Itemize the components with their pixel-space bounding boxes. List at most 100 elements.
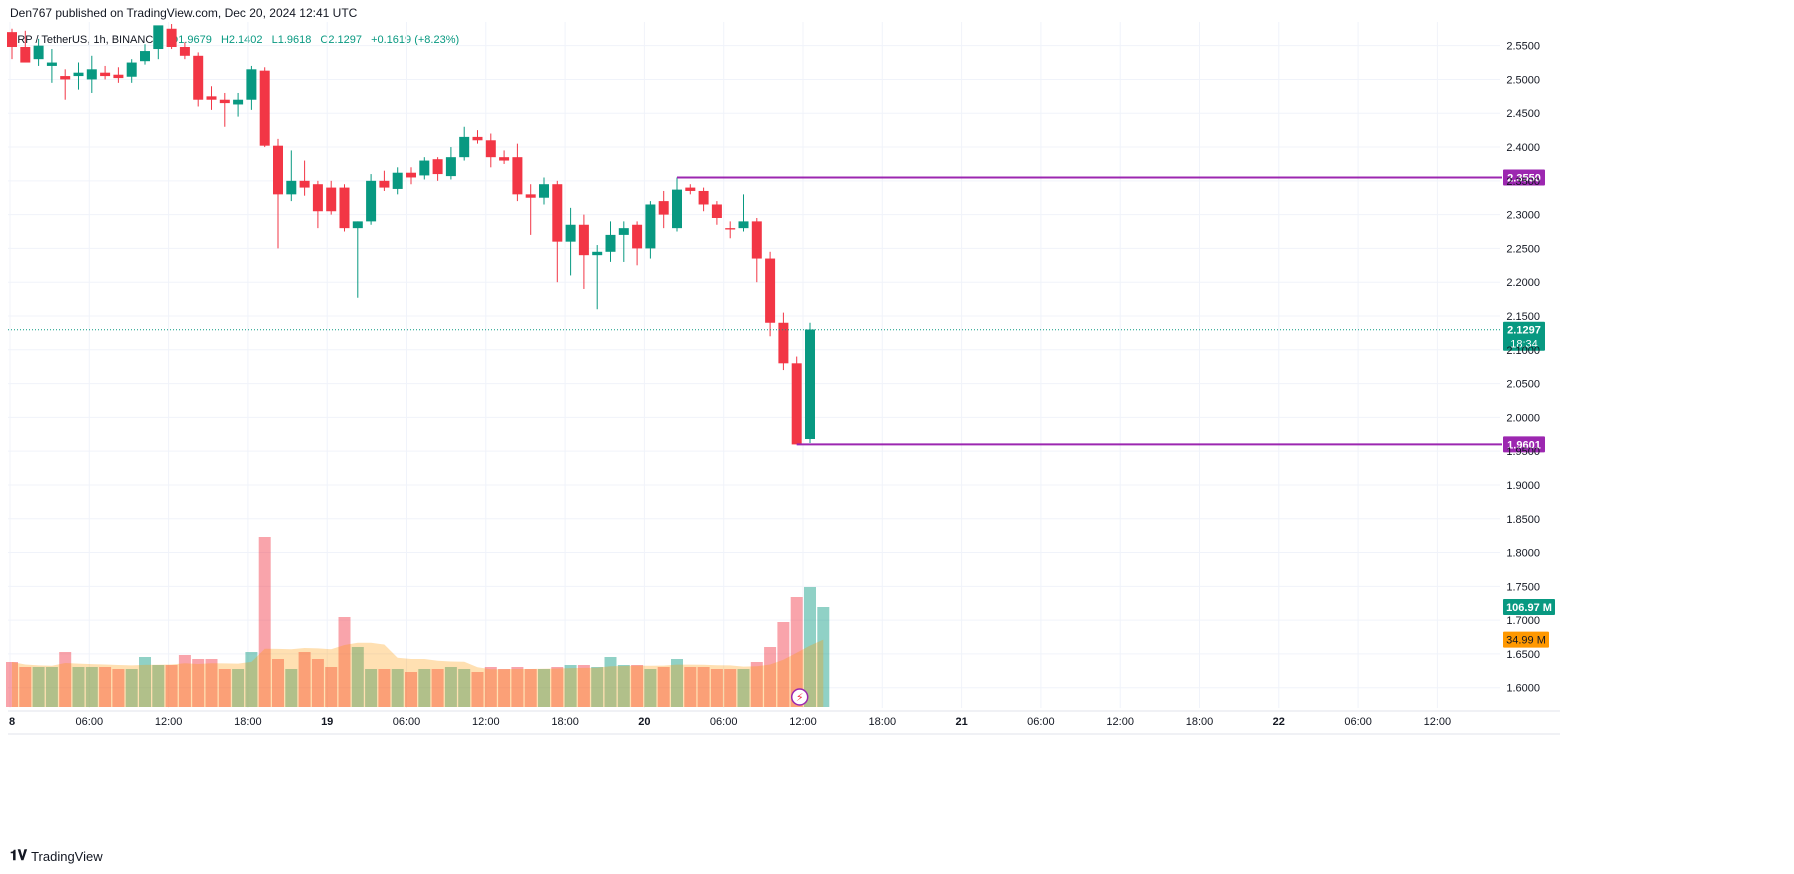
candle-body: [685, 187, 696, 191]
x-tick-label: 18:00: [234, 716, 262, 728]
candle-body: [206, 96, 217, 100]
candle-body: [565, 224, 576, 242]
volume-bar: [644, 669, 657, 707]
candle-body: [485, 140, 496, 158]
y-tick-label: 2.2500: [1506, 243, 1540, 255]
candle-body: [73, 72, 84, 77]
candle-body: [778, 322, 789, 364]
volume-bar: [112, 669, 125, 707]
volume-bar: [391, 669, 404, 707]
volume-bar: [764, 647, 777, 707]
volume-bar: [85, 667, 98, 707]
volume-bar: [178, 655, 191, 707]
volume-bar: [378, 669, 391, 707]
grid-lines: [8, 22, 1500, 708]
candle-body: [592, 251, 603, 256]
candle-body: [751, 221, 762, 259]
candle-body: [539, 184, 549, 198]
candle-body: [698, 190, 709, 205]
candle-body: [366, 180, 377, 222]
volume-bar: [205, 659, 218, 707]
candle-body: [20, 47, 31, 63]
last-price-label: 2.1297: [1507, 325, 1541, 337]
volume-bar: [577, 665, 590, 707]
y-tick-label: 1.7000: [1506, 615, 1540, 627]
candles: [7, 24, 815, 445]
volume-bar: [498, 669, 511, 707]
candle-body: [193, 55, 204, 100]
volume-bar: [45, 667, 58, 707]
symbol-name[interactable]: XRP / TetherUS, 1h, BINANCE: [10, 34, 161, 46]
footer-brand-label: TradingView: [31, 848, 103, 864]
volume-bar: [125, 669, 138, 707]
candle-body: [379, 180, 390, 188]
volume-bar: [538, 669, 550, 707]
x-tick-label: 21: [955, 716, 967, 728]
candle-body: [86, 69, 97, 80]
volume-bar: [564, 665, 577, 707]
volume-bar: [657, 667, 670, 707]
y-tick-label: 1.7500: [1506, 581, 1540, 593]
y-tick-label: 1.8500: [1506, 514, 1540, 526]
level-label: 2.3550: [1507, 172, 1541, 184]
candle-body: [339, 187, 350, 229]
volume-bar: [710, 669, 723, 707]
y-tick-label: 2.2000: [1506, 277, 1540, 289]
y-tick-label: 2.3000: [1506, 210, 1540, 222]
volume-bar: [325, 667, 338, 707]
candle-body: [645, 204, 656, 249]
x-tick-label: 18:00: [1186, 716, 1214, 728]
lightning-icon: [790, 688, 809, 706]
x-tick-label: 06:00: [710, 716, 738, 728]
symbol-legend: XRP / TetherUS, 1h, BINANCE O1.9679 H2.1…: [10, 34, 465, 46]
candle-body: [711, 204, 722, 218]
candle-body: [246, 69, 257, 100]
candle-body: [765, 258, 776, 323]
volume-bar: [338, 617, 351, 707]
candle-body: [499, 157, 510, 161]
volume-bar: [165, 665, 178, 707]
footer-brand: 𝟏𝐕 TradingView: [10, 848, 103, 864]
volume-bar: [737, 669, 750, 707]
candle-body: [60, 76, 71, 80]
x-tick-label: 06:00: [393, 716, 421, 728]
candle-body: [312, 184, 323, 212]
volume-bar: [272, 659, 284, 707]
level-label-bg: [1503, 169, 1545, 186]
volume-bar: [19, 667, 32, 707]
y-tick-label: 2.0000: [1506, 412, 1540, 424]
candle-body: [632, 224, 643, 249]
candle-body: [738, 221, 749, 229]
volume-bar: [551, 667, 564, 707]
volume-bar: [458, 669, 471, 707]
x-tick-label: 12:00: [1106, 716, 1134, 728]
x-tick-label: 06:00: [1344, 716, 1372, 728]
x-tick-label: 12:00: [472, 716, 500, 728]
volume-bar: [724, 669, 737, 707]
last-price-label-bg: [1503, 321, 1545, 351]
candle-body: [352, 221, 363, 229]
candle-body: [179, 47, 190, 56]
volume-bar: [298, 652, 311, 707]
candle-body: [445, 157, 456, 177]
candle-body: [406, 172, 416, 178]
publisher-caption: Den767 published on TradingView.com, Dec…: [10, 6, 358, 20]
volume-ma-label-bg: [1503, 631, 1549, 648]
candle-body: [658, 201, 669, 215]
ohlc-high: H2.1402: [220, 34, 263, 46]
volume-bar: [258, 537, 271, 707]
volume-bar: [684, 667, 697, 707]
volume-bar: [6, 662, 18, 707]
volume-bar: [72, 667, 85, 707]
candle-body: [392, 172, 403, 189]
volume-bars: [6, 537, 830, 707]
candle-body: [326, 187, 337, 212]
ohlc-open: O1.9679: [169, 34, 212, 46]
volume-bar: [804, 587, 816, 707]
axes: 2.5500 2.5000 2.4500 2.4000 2.3500 2.3000 2.25…: [8, 41, 1560, 735]
volume-bar: [218, 669, 231, 707]
volume-bar: [790, 597, 803, 707]
volume-bar: [351, 647, 364, 707]
y-tick-label: 2.5500: [1506, 41, 1540, 53]
